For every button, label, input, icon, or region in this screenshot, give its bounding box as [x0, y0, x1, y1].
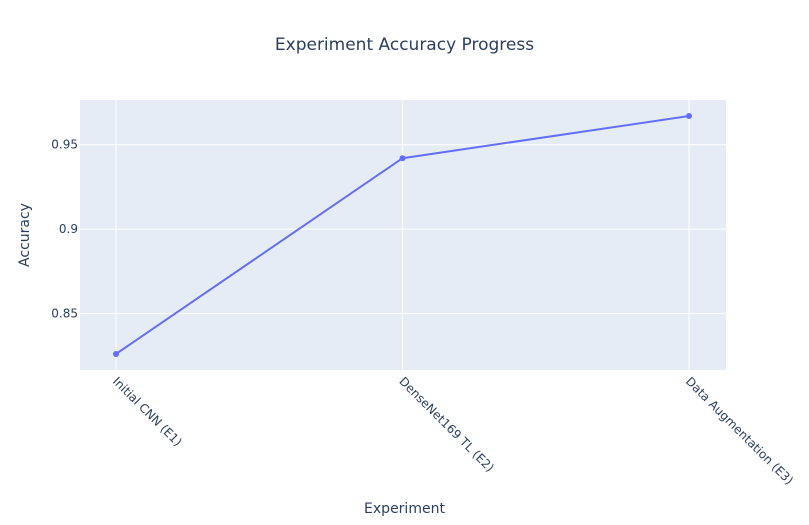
x-tick-label: Data Augmentation (E3): [683, 374, 796, 487]
markers: [113, 113, 692, 357]
y-axis-title: Accuracy: [17, 203, 33, 267]
chart-title: Experiment Accuracy Progress: [275, 35, 534, 55]
data-point: [113, 350, 119, 357]
x-tick-label: Initial CNN (E1): [110, 374, 185, 449]
y-tick-labels: 0.85 0.9 0.95: [51, 138, 78, 321]
y-tick-label: 0.85: [51, 306, 78, 320]
y-tick-label: 0.9: [59, 222, 78, 236]
x-axis-title: Experiment: [364, 501, 445, 517]
data-point: [686, 113, 692, 120]
y-tick-label: 0.95: [51, 138, 78, 152]
data-point: [399, 155, 406, 162]
y-gridlines: [80, 144, 726, 314]
x-tick-label: DenseNet169 TL (E2): [396, 374, 496, 474]
x-tick-labels: Initial CNN (E1) DenseNet169 TL (E2) Data …: [110, 374, 796, 487]
